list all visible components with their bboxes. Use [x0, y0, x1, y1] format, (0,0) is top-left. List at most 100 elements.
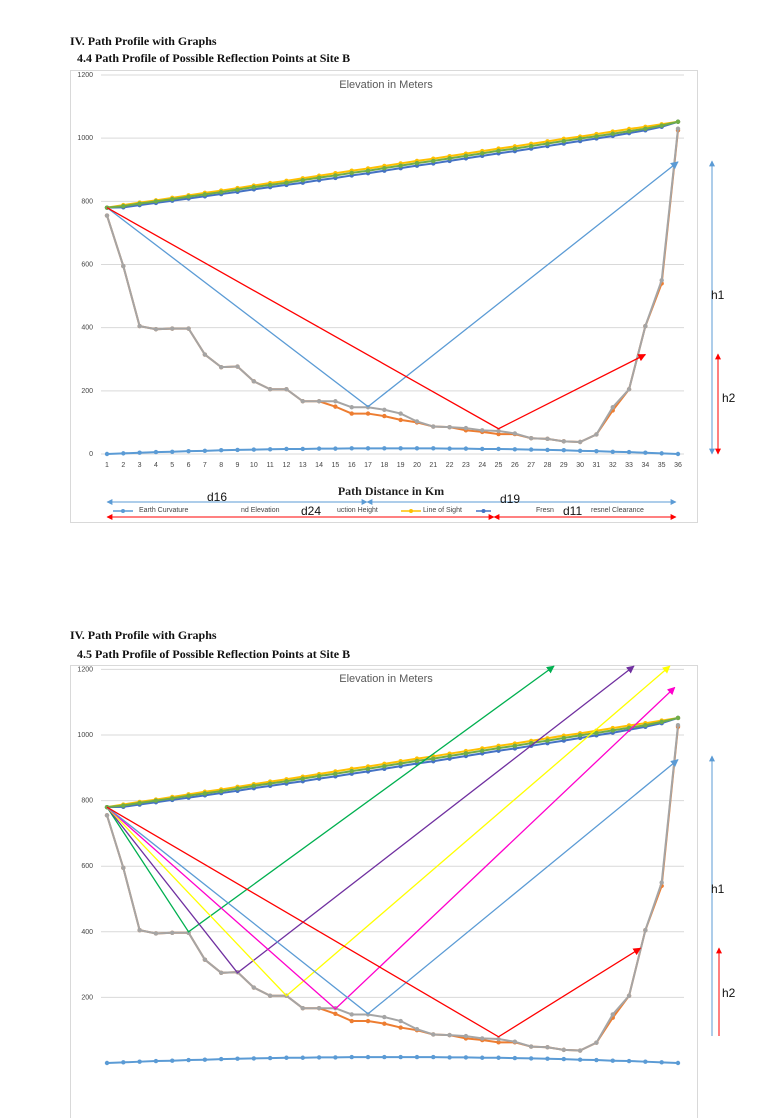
- data-point: [659, 880, 664, 885]
- y-tick-label: 600: [81, 262, 93, 269]
- x-tick-label: 29: [560, 462, 568, 469]
- x-tick-label: 12: [283, 462, 291, 469]
- label-h1: h1: [711, 288, 725, 302]
- data-point: [349, 1054, 354, 1060]
- x-tick-label: 7: [203, 462, 207, 469]
- x-tick-label: 1: [105, 462, 109, 469]
- x-tick-label: 19: [397, 462, 405, 469]
- data-point: [626, 993, 632, 998]
- data-point: [480, 1036, 485, 1041]
- data-point: [300, 1006, 305, 1011]
- x-tick-label: 18: [380, 462, 388, 469]
- data-point: [251, 1056, 257, 1061]
- x-tick-label: 14: [315, 462, 323, 469]
- section-subheading: 4.5 Path Profile of Possible Reflection …: [77, 647, 351, 661]
- data-point: [480, 748, 485, 753]
- data-point: [333, 1055, 338, 1060]
- data-point: [480, 446, 485, 452]
- x-tick-label: 13: [299, 462, 307, 469]
- data-point: [545, 141, 550, 146]
- data-point: [414, 1027, 420, 1032]
- data-point: [528, 447, 534, 452]
- data-point: [545, 1056, 550, 1061]
- data-point: [121, 865, 126, 871]
- data-point: [480, 428, 485, 433]
- data-point: [104, 813, 110, 818]
- data-point: [398, 163, 403, 168]
- data-point: [284, 779, 289, 784]
- data-point: [610, 1058, 615, 1063]
- chart-plot: 200 400 600 800 1000 1200: [77, 665, 722, 1066]
- y-tick-label: 1200: [77, 666, 93, 673]
- data-point: [333, 404, 338, 409]
- x-tick-label: 24: [478, 462, 486, 469]
- data-point: [480, 1055, 485, 1060]
- label-h2: h2: [722, 986, 736, 1000]
- data-point: [659, 123, 664, 128]
- series-line: [106, 716, 679, 809]
- x-tick-label: 8: [219, 462, 223, 469]
- data-point: [659, 451, 664, 456]
- data-point: [561, 439, 566, 444]
- data-point: [349, 405, 354, 410]
- x-tick-label: 4: [154, 462, 158, 469]
- data-point: [675, 1060, 681, 1066]
- label-d11: d11: [563, 504, 583, 518]
- data-point: [398, 1054, 403, 1060]
- y-tick-label: 600: [81, 863, 93, 870]
- x-tick-label: 22: [446, 462, 454, 469]
- data-point: [431, 1054, 436, 1060]
- data-point: [643, 323, 648, 329]
- data-point: [219, 1056, 224, 1062]
- reflection-path: [106, 686, 676, 1010]
- data-point: [463, 446, 469, 451]
- data-point: [643, 927, 648, 933]
- series-earth-curvature: [104, 446, 681, 457]
- series-line: [106, 130, 679, 444]
- data-point: [626, 129, 632, 134]
- data-point: [121, 263, 126, 269]
- data-point: [235, 1056, 240, 1061]
- y-tick-label: 1200: [77, 72, 93, 79]
- data-point: [431, 446, 436, 451]
- data-point: [659, 278, 664, 283]
- data-point: [463, 153, 469, 159]
- legend-ground-elevation: nd Elevation: [241, 507, 280, 514]
- y-tick-label: 400: [81, 325, 93, 332]
- x-tick-label: 6: [187, 462, 191, 469]
- data-point: [675, 126, 681, 131]
- data-point: [496, 148, 501, 153]
- data-point: [333, 399, 338, 404]
- data-point: [447, 1032, 452, 1038]
- data-point: [675, 715, 681, 721]
- data-point: [349, 446, 354, 451]
- series-line: [106, 120, 679, 209]
- data-point: [153, 199, 159, 204]
- data-point: [333, 1011, 338, 1016]
- data-point: [349, 1012, 354, 1017]
- data-point: [659, 719, 664, 725]
- data-point: [170, 196, 175, 202]
- data-point: [594, 448, 599, 454]
- series-line: [106, 447, 679, 455]
- reflection-path: [106, 806, 642, 1038]
- data-point: [545, 436, 550, 442]
- data-point: [202, 1057, 208, 1062]
- data-point: [349, 170, 354, 176]
- data-point: [186, 793, 191, 798]
- data-point: [512, 431, 518, 436]
- x-tick-label: 25: [495, 462, 503, 469]
- data-point: [170, 326, 175, 331]
- data-point: [594, 432, 599, 437]
- data-point: [121, 203, 126, 209]
- data-point: [365, 1054, 371, 1060]
- data-point: [610, 728, 615, 733]
- section-heading: IV. Path Profile with Graphs: [70, 34, 217, 48]
- data-point: [202, 791, 208, 796]
- data-point: [626, 449, 632, 455]
- reflection-path: [106, 665, 635, 974]
- data-point: [219, 448, 224, 453]
- data-point: [643, 126, 648, 131]
- y-tick-label: 200: [81, 388, 93, 395]
- label-d16: d16: [207, 490, 228, 504]
